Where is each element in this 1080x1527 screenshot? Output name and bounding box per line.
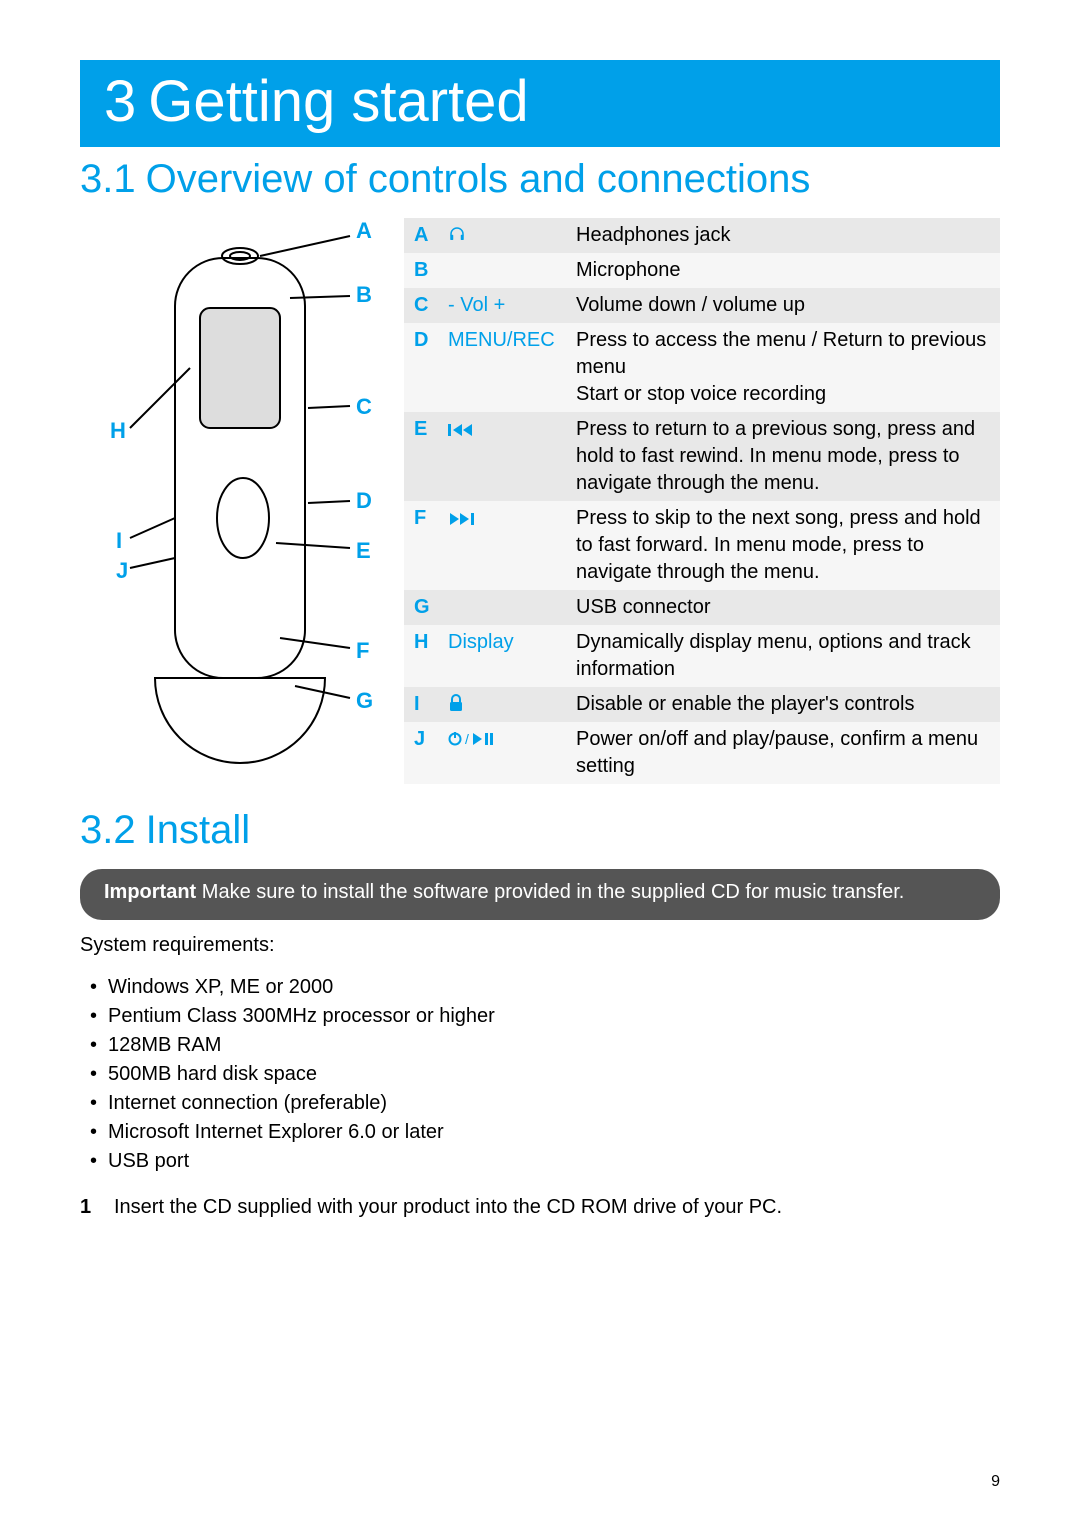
controls-row-g: G USB connector xyxy=(404,590,1000,625)
section-3-2-number: 3.2 xyxy=(80,808,136,852)
controls-desc: Microphone xyxy=(566,253,1000,288)
controls-symbol xyxy=(438,218,566,253)
section-3-1-number: 3.1 xyxy=(80,157,136,201)
sysreq-title: System requirements: xyxy=(80,934,1000,957)
sysreq-item: 128MB RAM xyxy=(90,1031,1000,1060)
diagram-label-c: C xyxy=(356,394,372,420)
controls-desc: USB connector xyxy=(566,590,1000,625)
important-body: Make sure to install the software provid… xyxy=(202,881,905,903)
sysreq-item: USB port xyxy=(90,1147,1000,1176)
controls-symbol: Display xyxy=(438,625,566,687)
controls-key: D xyxy=(404,323,438,412)
svg-text:/: / xyxy=(465,731,469,747)
diagram-label-f: F xyxy=(356,638,369,664)
controls-key: H xyxy=(404,625,438,687)
controls-symbol: - Vol + xyxy=(438,288,566,323)
power-play-pause-icon: / xyxy=(448,731,494,747)
chapter-title: Getting started xyxy=(148,69,528,134)
sysreq-item: Internet connection (preferable) xyxy=(90,1089,1000,1118)
sysreq-item: Pentium Class 300MHz processor or higher xyxy=(90,1002,1000,1031)
lock-icon xyxy=(448,694,464,712)
controls-row-i: I Disable or enable the player's controls xyxy=(404,687,1000,722)
controls-row-f: F Press to skip to the next song, press a… xyxy=(404,501,1000,590)
controls-desc: Dynamically display menu, options and tr… xyxy=(566,625,1000,687)
controls-key: J xyxy=(404,722,438,784)
controls-row-h: HDisplayDynamically display menu, option… xyxy=(404,625,1000,687)
controls-desc: Press to skip to the next song, press an… xyxy=(566,501,1000,590)
controls-row-a: A Headphones jack xyxy=(404,218,1000,253)
controls-key: A xyxy=(404,218,438,253)
device-illustration xyxy=(80,218,390,798)
prev-track-icon xyxy=(448,423,474,437)
sysreq-item: 500MB hard disk space xyxy=(90,1060,1000,1089)
step-1-text: Insert the CD supplied with your product… xyxy=(114,1196,782,1219)
controls-key: G xyxy=(404,590,438,625)
step-1-number: 1 xyxy=(80,1196,100,1219)
chapter-number: 3 xyxy=(104,69,136,134)
controls-symbol: MENU/REC xyxy=(438,323,566,412)
controls-symbol xyxy=(438,590,566,625)
controls-symbol xyxy=(438,253,566,288)
device-diagram: A B C D E F G H I J xyxy=(80,218,390,798)
install-step-1: 1 Insert the CD supplied with your produ… xyxy=(80,1196,1000,1219)
controls-symbol: / xyxy=(438,722,566,784)
controls-symbol xyxy=(438,687,566,722)
diagram-label-d: D xyxy=(356,488,372,514)
controls-symbol xyxy=(438,501,566,590)
section-3-1-title: 3.1Overview of controls and connections xyxy=(80,157,1000,202)
sysreq-item: Windows XP, ME or 2000 xyxy=(90,973,1000,1002)
controls-row-b: B Microphone xyxy=(404,253,1000,288)
diagram-label-e: E xyxy=(356,538,371,564)
important-lead: Important xyxy=(104,881,196,903)
chapter-banner: 3Getting started xyxy=(80,60,1000,147)
next-track-icon xyxy=(448,512,474,526)
sysreq-item: Microsoft Internet Explorer 6.0 or later xyxy=(90,1118,1000,1147)
diagram-label-a: A xyxy=(356,218,372,244)
section-3-1-text: Overview of controls and connections xyxy=(146,157,811,201)
diagram-label-b: B xyxy=(356,282,372,308)
controls-row-d: DMENU/RECPress to access the menu / Retu… xyxy=(404,323,1000,412)
diagram-label-i: I xyxy=(116,528,122,554)
controls-desc: Press to return to a previous song, pres… xyxy=(566,412,1000,501)
controls-desc: Volume down / volume up xyxy=(566,288,1000,323)
page-number: 9 xyxy=(991,1473,1000,1491)
important-box: Important Make sure to install the softw… xyxy=(80,869,1000,920)
diagram-label-j: J xyxy=(116,558,128,584)
controls-row-j: J / Power on/off and play/pause, confirm a… xyxy=(404,722,1000,784)
controls-key: B xyxy=(404,253,438,288)
section-3-2-text: Install xyxy=(146,808,251,852)
controls-symbol xyxy=(438,412,566,501)
controls-table: AHeadphones jackBMicrophoneC- Vol +Volum… xyxy=(404,218,1000,784)
sysreq-list: Windows XP, ME or 2000Pentium Class 300M… xyxy=(80,973,1000,1176)
controls-row-e: E Press to return to a previous song, pre… xyxy=(404,412,1000,501)
controls-key: I xyxy=(404,687,438,722)
controls-row-c: C- Vol +Volume down / volume up xyxy=(404,288,1000,323)
diagram-label-h: H xyxy=(110,418,126,444)
diagram-label-g: G xyxy=(356,688,373,714)
section-3-2-title: 3.2Install xyxy=(80,808,1000,853)
controls-desc: Power on/off and play/pause, confirm a m… xyxy=(566,722,1000,784)
controls-desc: Press to access the menu / Return to pre… xyxy=(566,323,1000,412)
controls-key: E xyxy=(404,412,438,501)
controls-key: F xyxy=(404,501,438,590)
controls-desc: Disable or enable the player's controls xyxy=(566,687,1000,722)
controls-key: C xyxy=(404,288,438,323)
controls-desc: Headphones jack xyxy=(566,218,1000,253)
headphones-icon xyxy=(448,225,466,243)
